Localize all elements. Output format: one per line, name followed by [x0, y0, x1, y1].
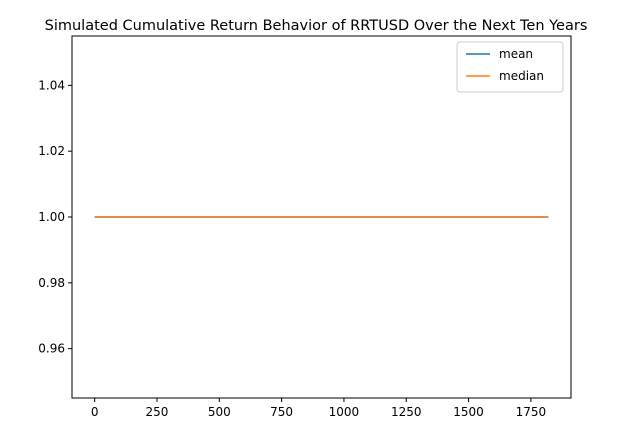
y-tick-label: 0.98 [38, 276, 65, 290]
y-axis: 0.96 0.98 1.00 1.02 1.04 [38, 78, 72, 356]
y-tick-label: 1.02 [38, 144, 65, 158]
x-tick-label: 1000 [329, 405, 360, 419]
chart-title: Simulated Cumulative Return Behavior of … [45, 18, 588, 34]
x-tick-label: 1500 [453, 405, 484, 419]
x-tick-label: 500 [208, 405, 231, 419]
y-tick-label: 1.00 [38, 210, 65, 224]
legend: mean median [456, 41, 564, 93]
y-tick-label: 1.04 [38, 78, 65, 92]
x-tick-label: 750 [270, 405, 293, 419]
legend-label-median: median [499, 69, 544, 83]
x-tick-label: 1750 [516, 405, 547, 419]
legend-label-mean: mean [499, 47, 533, 61]
x-tick-label: 1250 [391, 405, 422, 419]
x-axis: 0 250 500 750 1000 1250 1500 1750 [91, 398, 546, 419]
y-tick-label: 0.96 [38, 342, 65, 356]
x-tick-label: 250 [146, 405, 169, 419]
x-tick-label: 0 [91, 405, 99, 419]
